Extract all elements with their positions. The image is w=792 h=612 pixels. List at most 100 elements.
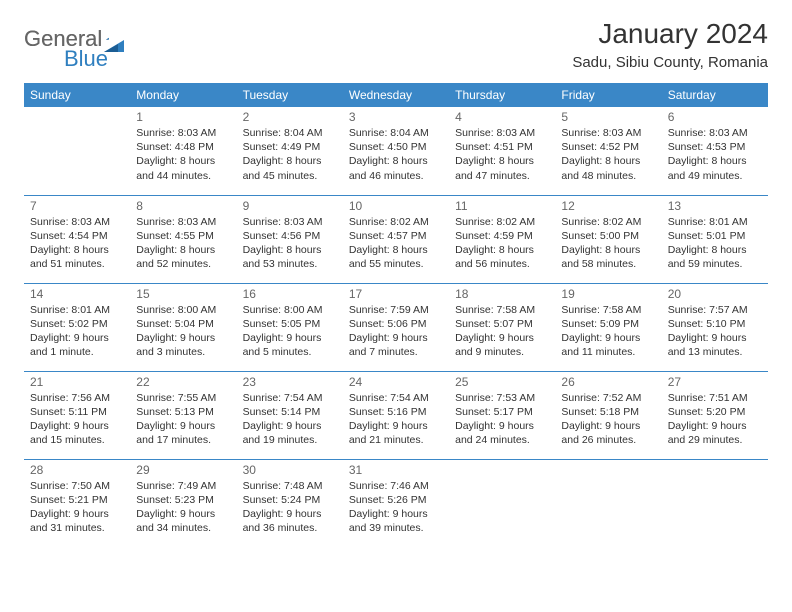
day-number: 24 <box>349 375 443 389</box>
calendar-cell: 10 Sunrise: 8:02 AMSunset: 4:57 PMDayligh… <box>343 195 449 283</box>
day-details: Sunrise: 7:46 AMSunset: 5:26 PMDaylight:… <box>349 479 443 536</box>
weekday-header: Friday <box>555 83 661 107</box>
calendar-cell: 19 Sunrise: 7:58 AMSunset: 5:09 PMDayligh… <box>555 283 661 371</box>
day-details: Sunrise: 8:01 AMSunset: 5:02 PMDaylight:… <box>30 303 124 360</box>
day-number: 10 <box>349 199 443 213</box>
day-details: Sunrise: 8:03 AMSunset: 4:48 PMDaylight:… <box>136 126 230 183</box>
calendar-week-row: 28 Sunrise: 7:50 AMSunset: 5:21 PMDayligh… <box>24 459 768 547</box>
day-number: 13 <box>668 199 762 213</box>
day-details: Sunrise: 7:54 AMSunset: 5:14 PMDaylight:… <box>243 391 337 448</box>
calendar-cell <box>449 459 555 547</box>
day-details: Sunrise: 7:58 AMSunset: 5:09 PMDaylight:… <box>561 303 655 360</box>
day-details: Sunrise: 7:50 AMSunset: 5:21 PMDaylight:… <box>30 479 124 536</box>
calendar-week-row: 21Sunrise: 7:56 AMSunset: 5:11 PMDayligh… <box>24 371 768 459</box>
calendar-cell: 21Sunrise: 7:56 AMSunset: 5:11 PMDayligh… <box>24 371 130 459</box>
location: Sadu, Sibiu County, Romania <box>572 54 768 71</box>
day-details: Sunrise: 7:49 AMSunset: 5:23 PMDaylight:… <box>136 479 230 536</box>
weekday-header: Monday <box>130 83 236 107</box>
weekday-header: Wednesday <box>343 83 449 107</box>
day-number: 29 <box>136 463 230 477</box>
day-number: 19 <box>561 287 655 301</box>
calendar-cell: 22 Sunrise: 7:55 AMSunset: 5:13 PMDayligh… <box>130 371 236 459</box>
day-number: 31 <box>349 463 443 477</box>
calendar-cell: 12Sunrise: 8:02 AMSunset: 5:00 PMDayligh… <box>555 195 661 283</box>
day-details: Sunrise: 8:03 AMSunset: 4:55 PMDaylight:… <box>136 215 230 272</box>
day-number: 17 <box>349 287 443 301</box>
calendar-cell: 24Sunrise: 7:54 AMSunset: 5:16 PMDayligh… <box>343 371 449 459</box>
calendar-cell: 25 Sunrise: 7:53 AMSunset: 5:17 PMDayligh… <box>449 371 555 459</box>
calendar-table: SundayMondayTuesdayWednesdayThursdayFrid… <box>24 83 768 547</box>
calendar-cell: 6 Sunrise: 8:03 AMSunset: 4:53 PMDaylight… <box>662 107 768 195</box>
day-details: Sunrise: 8:03 AMSunset: 4:53 PMDaylight:… <box>668 126 762 183</box>
calendar-cell: 7 Sunrise: 8:03 AMSunset: 4:54 PMDaylight… <box>24 195 130 283</box>
day-number: 25 <box>455 375 549 389</box>
day-number: 9 <box>243 199 337 213</box>
calendar-cell: 9 Sunrise: 8:03 AMSunset: 4:56 PMDaylight… <box>237 195 343 283</box>
day-number: 30 <box>243 463 337 477</box>
calendar-cell: 30 Sunrise: 7:48 AMSunset: 5:24 PMDayligh… <box>237 459 343 547</box>
calendar-cell: 5Sunrise: 8:03 AMSunset: 4:52 PMDaylight… <box>555 107 661 195</box>
day-details: Sunrise: 8:03 AMSunset: 4:54 PMDaylight:… <box>30 215 124 272</box>
day-number: 23 <box>243 375 337 389</box>
day-number: 2 <box>243 110 337 124</box>
day-number: 6 <box>668 110 762 124</box>
calendar-week-row: 14 Sunrise: 8:01 AMSunset: 5:02 PMDayligh… <box>24 283 768 371</box>
day-number: 27 <box>668 375 762 389</box>
day-details: Sunrise: 7:51 AMSunset: 5:20 PMDaylight:… <box>668 391 762 448</box>
day-details: Sunrise: 8:03 AMSunset: 4:56 PMDaylight:… <box>243 215 337 272</box>
calendar-week-row: 1Sunrise: 8:03 AMSunset: 4:48 PMDaylight… <box>24 107 768 195</box>
day-number: 7 <box>30 199 124 213</box>
calendar-body: 1Sunrise: 8:03 AMSunset: 4:48 PMDaylight… <box>24 107 768 547</box>
header: General General Blue January 2024 Sadu, … <box>24 18 768 71</box>
day-details: Sunrise: 7:55 AMSunset: 5:13 PMDaylight:… <box>136 391 230 448</box>
calendar-cell: 31 Sunrise: 7:46 AMSunset: 5:26 PMDayligh… <box>343 459 449 547</box>
calendar-cell: 28 Sunrise: 7:50 AMSunset: 5:21 PMDayligh… <box>24 459 130 547</box>
day-number: 16 <box>243 287 337 301</box>
day-number: 8 <box>136 199 230 213</box>
calendar-cell <box>24 107 130 195</box>
day-number: 18 <box>455 287 549 301</box>
calendar-cell: 2 Sunrise: 8:04 AMSunset: 4:49 PMDaylight… <box>237 107 343 195</box>
day-number: 28 <box>30 463 124 477</box>
calendar-cell: 11 Sunrise: 8:02 AMSunset: 4:59 PMDayligh… <box>449 195 555 283</box>
weekday-header: Saturday <box>662 83 768 107</box>
calendar-cell: 15 Sunrise: 8:00 AMSunset: 5:04 PMDayligh… <box>130 283 236 371</box>
calendar-cell: 20 Sunrise: 7:57 AMSunset: 5:10 PMDayligh… <box>662 283 768 371</box>
weekday-header: Sunday <box>24 83 130 107</box>
calendar-cell: 29 Sunrise: 7:49 AMSunset: 5:23 PMDayligh… <box>130 459 236 547</box>
day-details: Sunrise: 7:53 AMSunset: 5:17 PMDaylight:… <box>455 391 549 448</box>
day-details: Sunrise: 7:59 AMSunset: 5:06 PMDaylight:… <box>349 303 443 360</box>
calendar-cell: 13Sunrise: 8:01 AMSunset: 5:01 PMDayligh… <box>662 195 768 283</box>
day-details: Sunrise: 7:57 AMSunset: 5:10 PMDaylight:… <box>668 303 762 360</box>
day-details: Sunrise: 7:58 AMSunset: 5:07 PMDaylight:… <box>455 303 549 360</box>
day-details: Sunrise: 8:00 AMSunset: 5:04 PMDaylight:… <box>136 303 230 360</box>
day-number: 20 <box>668 287 762 301</box>
weekday-header: Tuesday <box>237 83 343 107</box>
day-number: 15 <box>136 287 230 301</box>
calendar-cell: 3Sunrise: 8:04 AMSunset: 4:50 PMDaylight… <box>343 107 449 195</box>
day-details: Sunrise: 8:02 AMSunset: 4:57 PMDaylight:… <box>349 215 443 272</box>
calendar-cell: 17 Sunrise: 7:59 AMSunset: 5:06 PMDayligh… <box>343 283 449 371</box>
calendar-cell: 18 Sunrise: 7:58 AMSunset: 5:07 PMDayligh… <box>449 283 555 371</box>
day-number: 12 <box>561 199 655 213</box>
brand-logo-stack: General Blue <box>24 26 124 72</box>
day-number: 4 <box>455 110 549 124</box>
day-details: Sunrise: 8:02 AMSunset: 4:59 PMDaylight:… <box>455 215 549 272</box>
day-number: 26 <box>561 375 655 389</box>
calendar-cell: 27 Sunrise: 7:51 AMSunset: 5:20 PMDayligh… <box>662 371 768 459</box>
month-title: January 2024 <box>572 18 768 50</box>
day-number: 3 <box>349 110 443 124</box>
calendar-cell: 1Sunrise: 8:03 AMSunset: 4:48 PMDaylight… <box>130 107 236 195</box>
day-number: 11 <box>455 199 549 213</box>
calendar-week-row: 7 Sunrise: 8:03 AMSunset: 4:54 PMDaylight… <box>24 195 768 283</box>
weekday-header-row: SundayMondayTuesdayWednesdayThursdayFrid… <box>24 83 768 107</box>
day-number: 22 <box>136 375 230 389</box>
calendar-cell: 26Sunrise: 7:52 AMSunset: 5:18 PMDayligh… <box>555 371 661 459</box>
day-details: Sunrise: 8:03 AMSunset: 4:52 PMDaylight:… <box>561 126 655 183</box>
day-number: 14 <box>30 287 124 301</box>
calendar-cell: 23 Sunrise: 7:54 AMSunset: 5:14 PMDayligh… <box>237 371 343 459</box>
day-details: Sunrise: 7:56 AMSunset: 5:11 PMDaylight:… <box>30 391 124 448</box>
calendar-cell: 4Sunrise: 8:03 AMSunset: 4:51 PMDaylight… <box>449 107 555 195</box>
day-details: Sunrise: 8:04 AMSunset: 4:49 PMDaylight:… <box>243 126 337 183</box>
day-details: Sunrise: 7:48 AMSunset: 5:24 PMDaylight:… <box>243 479 337 536</box>
